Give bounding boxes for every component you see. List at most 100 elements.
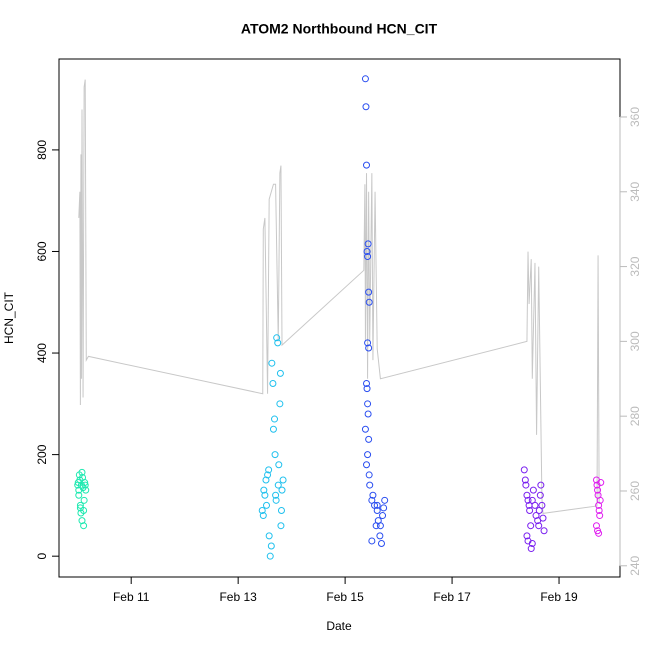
point	[363, 380, 371, 388]
point	[267, 542, 275, 550]
point	[381, 496, 389, 504]
point	[273, 334, 281, 342]
point	[526, 506, 534, 514]
y-axis-label: HCN_CIT	[2, 291, 16, 344]
y2-tick-label: 280	[628, 406, 642, 426]
y-tick-label: 0	[35, 553, 49, 560]
point	[276, 369, 284, 377]
point	[272, 496, 280, 504]
point	[364, 253, 372, 261]
point	[379, 512, 387, 520]
point	[596, 512, 604, 520]
point	[261, 491, 269, 499]
point	[529, 486, 537, 494]
y-tick-label: 600	[35, 241, 49, 261]
point	[276, 400, 284, 408]
point	[539, 514, 547, 522]
y2-tick-label: 260	[628, 481, 642, 501]
point	[265, 466, 273, 474]
point	[272, 491, 280, 499]
point	[258, 506, 266, 514]
point	[365, 298, 373, 306]
point	[376, 532, 384, 540]
point	[361, 425, 369, 433]
point	[271, 451, 279, 459]
point	[536, 491, 544, 499]
point	[279, 476, 287, 484]
point	[364, 240, 372, 248]
point	[532, 512, 540, 520]
point	[80, 522, 88, 530]
point	[365, 471, 373, 479]
point	[78, 468, 86, 476]
point	[266, 552, 274, 560]
point	[535, 522, 543, 530]
point	[271, 415, 279, 423]
x-tick-label: Feb 13	[219, 590, 257, 604]
point	[376, 522, 384, 530]
point	[527, 545, 535, 553]
x-tick-label: Feb 17	[433, 590, 471, 604]
point	[269, 425, 277, 433]
point	[277, 522, 285, 530]
y2-tick-label: 360	[628, 107, 642, 127]
chart-title: ATOM2 Northbound HCN_CIT	[241, 21, 438, 37]
x-tick-label: Feb 11	[113, 590, 150, 604]
point	[274, 339, 282, 347]
point	[364, 410, 372, 418]
point	[366, 481, 374, 489]
x-tick-label: Feb 19	[540, 590, 578, 604]
point	[80, 506, 88, 514]
y2-tick-label: 300	[628, 331, 642, 351]
line	[78, 79, 600, 514]
y2-tick-label: 240	[628, 555, 642, 575]
point	[265, 532, 273, 540]
x-tick-label: Feb 15	[326, 590, 364, 604]
point	[76, 501, 84, 509]
point	[264, 471, 272, 479]
point	[262, 476, 270, 484]
point	[524, 496, 532, 504]
x-axis-label: Date	[326, 619, 352, 633]
point	[595, 501, 603, 509]
point	[277, 506, 285, 514]
point	[363, 161, 371, 169]
point	[259, 512, 267, 520]
point	[278, 486, 286, 494]
point	[372, 522, 380, 530]
point	[540, 527, 548, 535]
point	[75, 491, 83, 499]
point	[80, 496, 88, 504]
point	[380, 504, 388, 512]
point	[373, 506, 381, 514]
point	[522, 481, 530, 489]
point	[597, 479, 605, 487]
point	[527, 522, 535, 530]
point	[521, 476, 529, 484]
point	[274, 481, 282, 489]
point	[364, 451, 372, 459]
point	[369, 491, 377, 499]
y2-tick-label: 320	[628, 256, 642, 276]
point	[368, 537, 376, 545]
point	[269, 380, 277, 388]
point	[365, 344, 373, 352]
point	[363, 247, 371, 255]
point	[364, 400, 372, 408]
point	[78, 517, 86, 525]
point	[373, 501, 381, 509]
point	[594, 486, 602, 494]
point	[523, 532, 531, 540]
point	[537, 481, 545, 489]
point	[364, 339, 372, 347]
point	[520, 466, 528, 474]
point	[365, 288, 373, 296]
point	[538, 501, 546, 509]
point	[363, 461, 371, 469]
point	[81, 479, 89, 487]
y-tick-label: 200	[35, 444, 49, 464]
point	[82, 486, 90, 494]
point	[377, 539, 385, 547]
